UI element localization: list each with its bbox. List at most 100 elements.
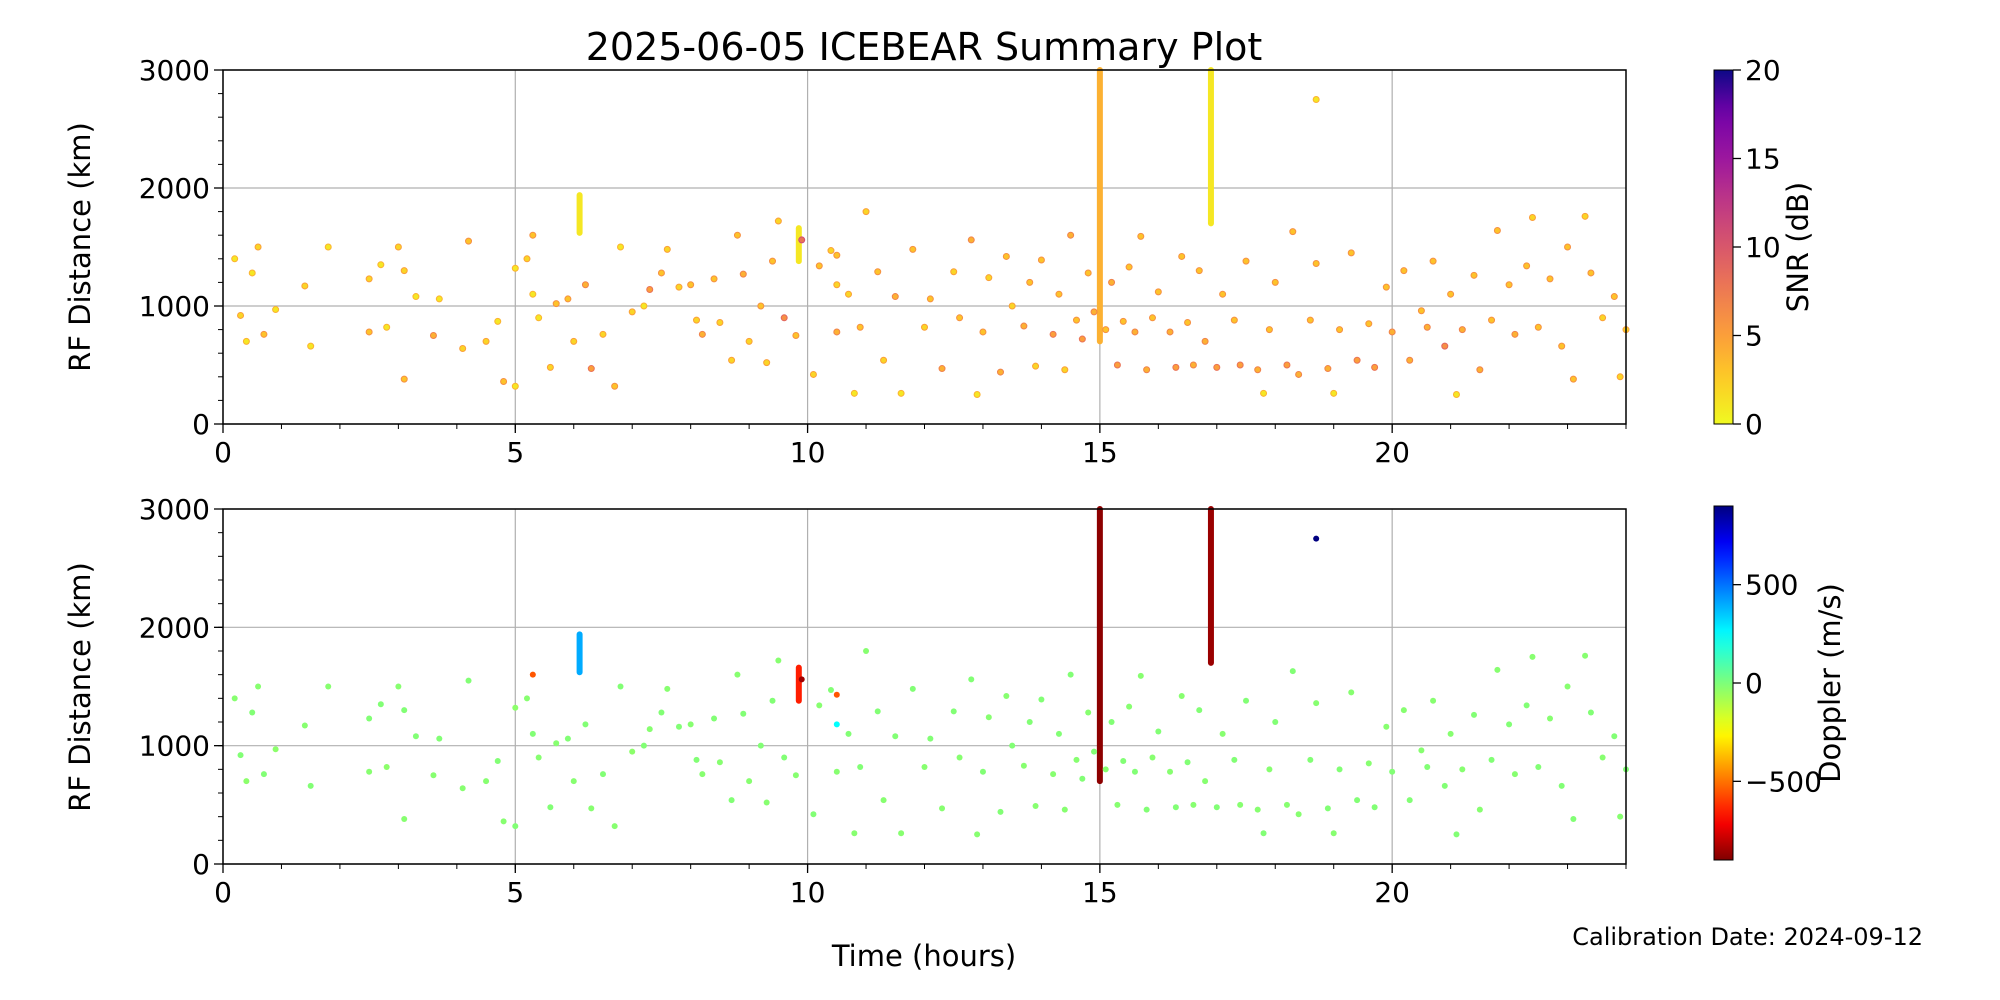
data-point — [1242, 257, 1250, 265]
data-point — [857, 763, 864, 770]
data-point — [1528, 214, 1536, 221]
data-point — [628, 308, 636, 316]
data-point — [716, 319, 724, 327]
data-point — [746, 778, 753, 785]
data-point — [1313, 700, 1320, 707]
data-point — [529, 290, 537, 298]
data-point — [546, 363, 554, 371]
data-point — [1587, 709, 1594, 716]
data-point — [979, 768, 986, 775]
doppler-colorbar: −500 0 500 Doppler (m/s) — [1713, 505, 1847, 861]
data-point — [1213, 804, 1220, 811]
snr-panel-ticks: 0 5 10 15 20 0 1000 2000 3000 — [139, 54, 1627, 469]
data-point — [1114, 801, 1121, 808]
data-point — [1008, 302, 1016, 310]
data-point — [365, 275, 373, 283]
data-point — [1610, 293, 1618, 301]
snr-colorbar-gradient — [1713, 69, 1734, 425]
data-point — [1599, 314, 1607, 322]
data-point — [401, 816, 408, 823]
y-tick-label: 0 — [192, 848, 210, 881]
data-point — [1272, 719, 1279, 725]
data-point — [1354, 797, 1361, 804]
data-point — [939, 805, 946, 812]
data-point — [465, 237, 473, 245]
data-point — [1383, 723, 1390, 730]
data-point — [412, 293, 420, 301]
doppler-panel: 0 5 10 15 20 0 1000 2000 3000 RF Distance (km) T… — [63, 493, 1629, 973]
data-point — [1230, 316, 1238, 324]
doppler-panel-ticks: 0 5 10 15 20 0 1000 2000 3000 — [139, 493, 1627, 909]
data-point — [1388, 328, 1396, 336]
data-point — [1371, 363, 1379, 371]
data-point — [1003, 692, 1010, 699]
data-point — [956, 754, 963, 761]
data-point — [833, 281, 841, 289]
x-tick-label: 10 — [790, 436, 826, 469]
data-point — [973, 391, 981, 398]
data-point — [845, 730, 852, 737]
snr-panel-frame — [222, 69, 1627, 425]
data-point — [1470, 271, 1478, 279]
data-point — [833, 251, 841, 259]
data-point — [757, 742, 764, 749]
x-tick-label: 15 — [1082, 876, 1118, 909]
data-point — [1506, 721, 1513, 728]
data-point — [1184, 319, 1192, 327]
data-point — [581, 281, 589, 289]
data-point — [1055, 730, 1062, 737]
data-point — [1137, 232, 1145, 240]
data-point — [1476, 366, 1484, 374]
data-point — [968, 676, 975, 683]
data-point — [1441, 342, 1449, 350]
data-point — [1611, 733, 1618, 740]
data-point — [663, 245, 671, 253]
data-point — [897, 389, 905, 397]
colorbar-tick-label: 0 — [1745, 408, 1763, 441]
data-point — [938, 365, 946, 373]
data-point — [1078, 335, 1086, 343]
data-point — [833, 768, 840, 775]
snr-panel-grid — [222, 69, 1626, 425]
data-point — [1061, 806, 1068, 813]
data-point — [1131, 768, 1138, 775]
y-tick-label: 1000 — [139, 730, 210, 763]
data-point — [1079, 775, 1086, 782]
x-tick-label: 15 — [1082, 436, 1118, 469]
data-point — [465, 677, 472, 684]
colorbar-tick-label: 0 — [1745, 667, 1763, 700]
data-point — [710, 275, 718, 283]
data-point — [763, 799, 770, 806]
data-point — [459, 785, 466, 792]
data-point — [1155, 728, 1162, 735]
data-point — [1313, 535, 1320, 542]
data-point — [1266, 766, 1273, 773]
data-point — [1400, 707, 1407, 714]
data-point — [646, 285, 654, 293]
data-point — [1529, 653, 1536, 660]
data-point — [395, 683, 402, 690]
data-point — [1452, 391, 1460, 398]
data-point — [1143, 366, 1151, 374]
data-point — [1050, 771, 1057, 778]
y-tick-label: 0 — [192, 408, 210, 441]
y-tick-label: 2000 — [139, 611, 210, 644]
data-point — [892, 733, 899, 740]
data-point — [255, 683, 262, 690]
data-point — [798, 676, 805, 683]
data-point — [1055, 290, 1063, 298]
data-point — [629, 748, 636, 755]
data-point — [1061, 366, 1069, 374]
data-point — [1026, 719, 1033, 725]
x-tick-label: 10 — [790, 876, 826, 909]
data-point — [307, 342, 315, 350]
data-point — [792, 332, 800, 339]
data-point — [1564, 243, 1572, 251]
data-point — [1038, 696, 1045, 703]
data-point — [687, 281, 695, 289]
data-point — [967, 236, 975, 244]
data-point — [921, 323, 928, 331]
data-point — [430, 772, 437, 779]
data-point — [248, 269, 256, 277]
